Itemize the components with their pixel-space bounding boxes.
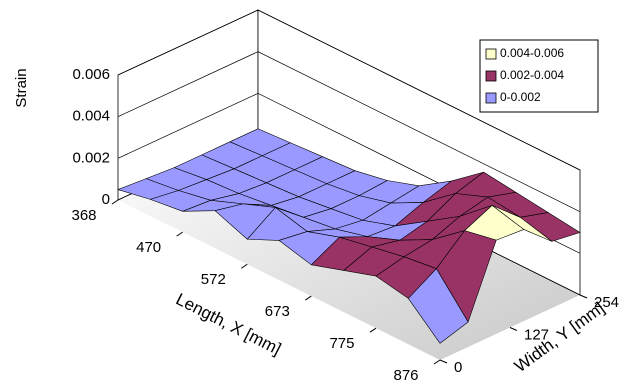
x-tick (111, 199, 119, 205)
x-axis-title: Length, X [mm] (173, 289, 284, 358)
legend-label: 0-0.002 (500, 90, 541, 104)
legend-swatch (485, 70, 497, 82)
x-tick-label: 368 (71, 207, 96, 224)
x-tick (433, 359, 441, 365)
x-tick (241, 263, 248, 269)
x-tick (369, 327, 377, 333)
y-tick (439, 359, 448, 364)
z-axis-title: Strain (13, 68, 30, 107)
grid-line (117, 51, 581, 212)
x-tick-label: 775 (329, 335, 354, 352)
legend: 0.004-0.006 0.002-0.004 0-0.002 (479, 39, 599, 113)
z-tick-label: 0 (102, 191, 110, 208)
x-tick-label: 470 (136, 239, 161, 256)
legend-swatch (485, 48, 497, 60)
grid-line (117, 9, 581, 171)
legend-box (479, 39, 599, 113)
y-tick-label: 254 (594, 294, 619, 311)
legend-swatch (485, 92, 497, 104)
x-tick (176, 231, 183, 237)
surface (117, 128, 581, 344)
y-tick-label: 127 (524, 326, 549, 343)
x-tick (305, 295, 312, 301)
x-tick-label: 876 (393, 367, 418, 384)
y-tick-label: 0 (454, 359, 462, 376)
labels: 0 0.002 0.004 0.006 368 470 572 673 775 876 0 127 25… (71, 66, 619, 384)
z-tick-label: 0.004 (72, 108, 110, 125)
z-tick-label: 0.002 (72, 149, 110, 166)
legend-label: 0.002-0.004 (500, 68, 564, 82)
x-tick-label: 572 (201, 271, 226, 288)
surface-cell (408, 268, 469, 344)
z-tick-label: 0.006 (72, 66, 110, 83)
y-tick (579, 294, 588, 299)
y-tick (509, 327, 518, 331)
x-tick-label: 673 (265, 303, 290, 320)
legend-label: 0.004-0.006 (500, 46, 564, 60)
